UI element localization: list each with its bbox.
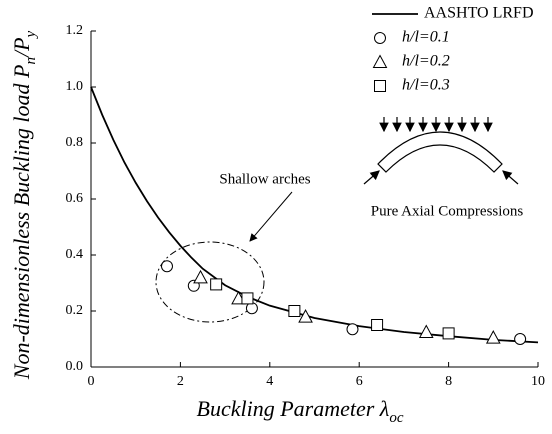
point	[418, 324, 434, 338]
y-axis-label-part: y	[23, 30, 39, 39]
point	[371, 319, 384, 331]
x-axis-label-part: oc	[389, 410, 404, 426]
point	[160, 260, 173, 273]
point	[298, 309, 313, 323]
x-tick-label: 2	[177, 374, 184, 389]
annotation: Pure Axial Compressions	[371, 203, 524, 219]
x-axis-label-part: Buckling Parameter λ	[197, 396, 390, 421]
y-tick-label: 0.6	[66, 191, 84, 206]
legend-marker	[374, 80, 386, 92]
legend-marker	[374, 32, 386, 44]
y-tick-label: 1.2	[66, 23, 84, 38]
point	[346, 323, 359, 336]
annotation-ellipse	[155, 241, 265, 323]
x-tick-label: 0	[88, 374, 95, 389]
point	[288, 305, 301, 317]
x-tick-label: 8	[445, 374, 452, 389]
arch-diagram	[363, 117, 519, 185]
y-tick-label: 0.4	[66, 247, 84, 262]
y-tick-label: 0.2	[66, 303, 84, 318]
annotation: Shallow arches	[219, 171, 310, 187]
y-axis-label-part: n	[23, 57, 39, 65]
point	[210, 278, 223, 291]
legend-label: h/l=0.1	[402, 29, 450, 46]
point	[241, 292, 254, 305]
x-axis-label: Buckling Parameter λoc	[197, 396, 404, 426]
y-axis-label: Non-dimensionless Buckling load Pn/Py	[9, 30, 39, 380]
line	[90, 86, 539, 344]
legend-label: h/l=0.3	[402, 77, 450, 94]
y-tick-label: 0.0	[66, 359, 84, 374]
x-tick-label: 6	[356, 374, 363, 389]
point	[193, 269, 208, 284]
legend-marker	[372, 54, 388, 68]
point	[485, 330, 501, 344]
y-axis-label-part: /P	[9, 37, 34, 59]
y-tick-label: 1.0	[66, 79, 84, 94]
point	[442, 327, 455, 340]
legend-label: AASHTO LRFD	[424, 5, 534, 22]
y-axis-label-part: Non-dimensionless Buckling load P	[9, 65, 34, 381]
y-tick-label: 0.8	[66, 135, 84, 150]
x-tick-label: 4	[266, 374, 273, 389]
annotation-arrow	[249, 191, 293, 242]
point	[514, 333, 527, 345]
legend-label: h/l=0.2	[402, 53, 450, 70]
x-tick-label: 10	[531, 374, 545, 389]
